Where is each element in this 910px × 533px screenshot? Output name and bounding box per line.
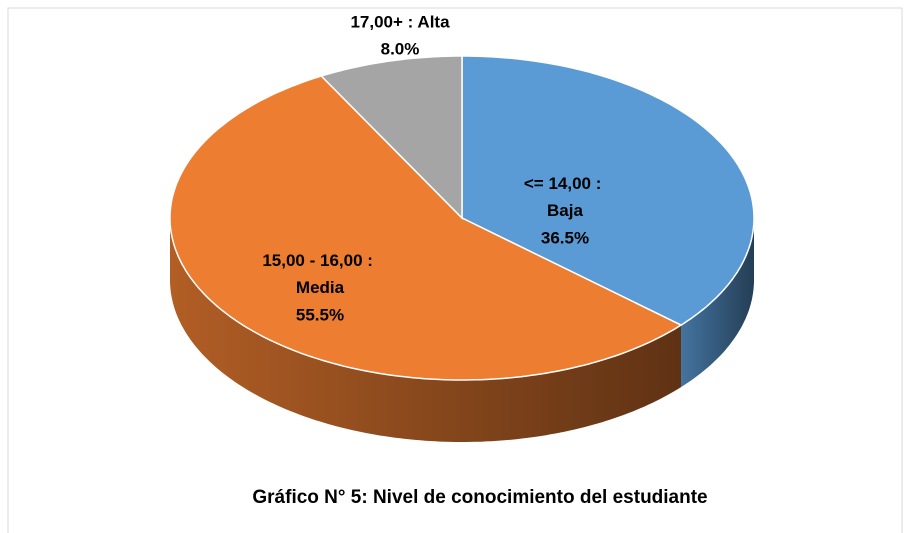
data-labels: <= 14,00 : Baja 36.5% 15,00 - 16,00 : Medi… [262, 12, 606, 324]
label-line: <= 14,00 : [524, 174, 606, 193]
chart-title: Gráfico N° 5: Nivel de conocimiento del … [252, 487, 707, 508]
data-label-value: 8.0% [381, 39, 420, 58]
data-label-category: 15,00 - 16,00 : Media [262, 251, 377, 297]
label-line: Baja [547, 201, 583, 220]
pie-tops [169, 55, 755, 381]
pie-slice [169, 75, 683, 381]
pie-slice [319, 55, 463, 220]
pie-sides [170, 218, 754, 442]
pie-side [170, 218, 681, 442]
data-label-value: 55.5% [296, 305, 344, 324]
label-line: 15,00 - 16,00 : [262, 251, 377, 270]
data-label-category: <= 14,00 : Baja [524, 174, 606, 220]
pie-side [681, 218, 754, 388]
data-label-category: 17,00+ : Alta [350, 12, 450, 31]
data-label-value: 36.5% [541, 228, 589, 247]
pie-slice [461, 55, 755, 326]
label-line: Media [296, 278, 345, 297]
chart-frame [7, 7, 903, 533]
